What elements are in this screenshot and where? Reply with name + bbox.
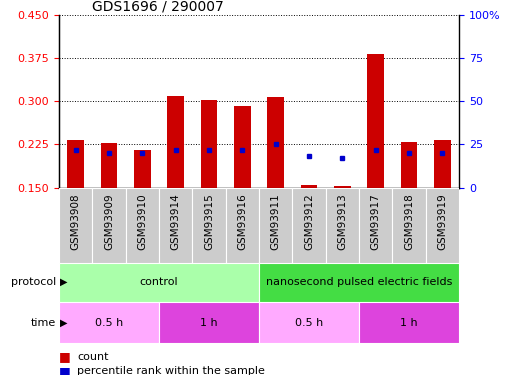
Bar bbox=[92, 188, 126, 262]
Text: GSM93914: GSM93914 bbox=[171, 194, 181, 250]
Text: GSM93912: GSM93912 bbox=[304, 194, 314, 250]
Text: nanosecond pulsed electric fields: nanosecond pulsed electric fields bbox=[266, 277, 452, 287]
Text: GSM93913: GSM93913 bbox=[338, 194, 347, 250]
Text: ■: ■ bbox=[59, 365, 71, 375]
Bar bbox=[259, 302, 359, 343]
Text: GSM93908: GSM93908 bbox=[71, 194, 81, 250]
Text: 1 h: 1 h bbox=[400, 318, 418, 327]
Bar bbox=[126, 188, 159, 262]
Text: GSM93918: GSM93918 bbox=[404, 194, 414, 250]
Bar bbox=[426, 188, 459, 262]
Bar bbox=[101, 142, 117, 188]
Bar bbox=[301, 184, 318, 188]
Text: ▶: ▶ bbox=[60, 318, 68, 327]
Bar bbox=[359, 188, 392, 262]
Bar bbox=[401, 141, 418, 188]
Text: GSM93915: GSM93915 bbox=[204, 194, 214, 250]
Text: percentile rank within the sample: percentile rank within the sample bbox=[77, 366, 265, 375]
Text: GSM93916: GSM93916 bbox=[238, 194, 247, 250]
Bar bbox=[201, 100, 218, 188]
Text: time: time bbox=[31, 318, 56, 327]
Text: GSM93910: GSM93910 bbox=[137, 194, 147, 250]
Bar bbox=[159, 188, 192, 262]
Bar bbox=[226, 188, 259, 262]
Text: GDS1696 / 290007: GDS1696 / 290007 bbox=[92, 0, 224, 13]
Bar bbox=[159, 302, 259, 343]
Bar bbox=[367, 54, 384, 188]
Text: 0.5 h: 0.5 h bbox=[95, 318, 123, 327]
Bar bbox=[167, 96, 184, 188]
Bar bbox=[326, 188, 359, 262]
Text: 0.5 h: 0.5 h bbox=[295, 318, 323, 327]
Bar bbox=[234, 106, 251, 188]
Bar bbox=[392, 188, 426, 262]
Bar bbox=[67, 140, 84, 188]
Bar bbox=[192, 188, 226, 262]
Text: count: count bbox=[77, 352, 108, 362]
Bar bbox=[292, 188, 326, 262]
Bar bbox=[59, 262, 259, 302]
Bar bbox=[359, 302, 459, 343]
Text: control: control bbox=[140, 277, 179, 287]
Text: ■: ■ bbox=[59, 351, 71, 363]
Text: GSM93909: GSM93909 bbox=[104, 194, 114, 250]
Text: GSM93911: GSM93911 bbox=[271, 194, 281, 250]
Text: ▶: ▶ bbox=[60, 277, 68, 287]
Bar bbox=[259, 188, 292, 262]
Text: GSM93919: GSM93919 bbox=[438, 194, 447, 250]
Bar bbox=[59, 188, 92, 262]
Text: protocol: protocol bbox=[11, 277, 56, 287]
Text: 1 h: 1 h bbox=[200, 318, 218, 327]
Text: GSM93917: GSM93917 bbox=[371, 194, 381, 250]
Bar bbox=[59, 302, 159, 343]
Bar bbox=[334, 186, 351, 188]
Bar bbox=[267, 97, 284, 188]
Bar bbox=[134, 150, 151, 188]
Bar bbox=[434, 140, 451, 188]
Bar bbox=[259, 262, 459, 302]
